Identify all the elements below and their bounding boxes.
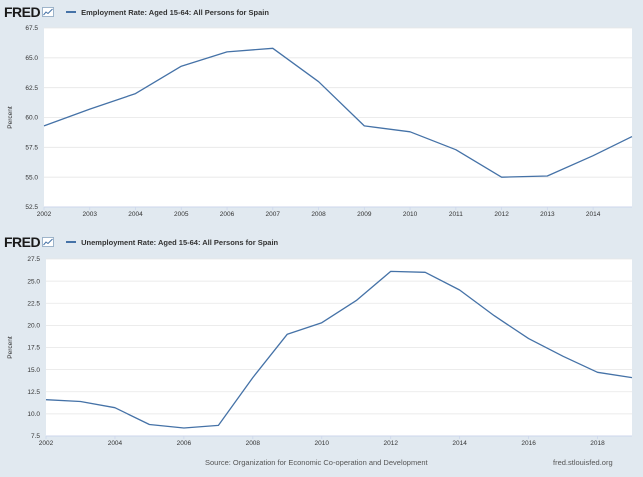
x-tick-label: 2013 — [540, 211, 555, 218]
x-tick-label: 2004 — [128, 211, 143, 218]
legend-label: Employment Rate: Aged 15-64: All Persons… — [81, 7, 269, 17]
y-tick-label: 67.5 — [25, 25, 38, 32]
chart-header: FRED Unemployment Rate: Aged 15-64: All … — [4, 234, 278, 250]
fred-logo-text: FRED — [4, 4, 41, 20]
y-tick-label: 25.0 — [27, 278, 40, 285]
x-tick-label: 2014 — [586, 211, 601, 218]
x-tick-label: 2016 — [521, 440, 536, 447]
y-tick-label: 57.5 — [25, 145, 38, 152]
x-tick-label: 2008 — [311, 211, 326, 218]
y-tick-label: 20.0 — [27, 323, 40, 330]
site-credit[interactable]: fred.stlouisfed.org — [553, 458, 613, 467]
series-line — [43, 47, 633, 178]
y-tick-label: 65.0 — [25, 55, 38, 62]
y-tick-label: 15.0 — [27, 367, 40, 374]
x-tick-label: 2002 — [39, 440, 54, 447]
y-tick-label: 17.5 — [27, 345, 40, 352]
fred-logo-text: FRED — [4, 234, 41, 250]
source-credit: Source: Organization for Economic Co-ope… — [205, 458, 428, 467]
x-tick-label: 2018 — [590, 440, 605, 447]
employment-rate-chart: 52.5 55.0 57.5 60.0 62.5 65.0 67.5 2002 2003 2004… — [7, 25, 633, 218]
x-tick-label: 2004 — [108, 440, 123, 447]
legend-label: Unemployment Rate: Aged 15-64: All Perso… — [81, 237, 279, 247]
x-tick-label: 2006 — [220, 211, 235, 218]
y-tick-label: 60.0 — [25, 115, 38, 122]
y-tick-label: 10.0 — [27, 411, 40, 418]
series-line — [45, 270, 633, 429]
unemployment-rate-chart: 7.5 10.0 12.5 15.0 17.5 20.0 22.5 25.0 27.5 2002 2… — [7, 256, 633, 447]
x-tick-label: 2010 — [403, 211, 418, 218]
y-tick-label: 62.5 — [25, 85, 38, 92]
y-tick-label: 7.5 — [31, 433, 40, 440]
y-tick-label: 27.5 — [27, 256, 40, 263]
x-tick-label: 2012 — [383, 440, 398, 447]
employment-chart-panel: FRED Employment Rate: Aged 15-64: All Pe… — [0, 0, 643, 232]
fred-chart-icon — [42, 7, 55, 17]
y-axis-title: Percent — [7, 106, 14, 129]
legend-item[interactable]: Employment Rate: Aged 15-64: All Persons… — [66, 8, 269, 17]
x-tick-label: 2009 — [357, 211, 372, 218]
x-tick-label: 2007 — [266, 211, 281, 218]
x-tick-label: 2003 — [83, 211, 98, 218]
legend-item[interactable]: Unemployment Rate: Aged 15-64: All Perso… — [66, 238, 278, 247]
y-tick-label: 22.5 — [27, 300, 40, 307]
chart-header: FRED Employment Rate: Aged 15-64: All Pe… — [4, 4, 269, 20]
legend-swatch — [66, 11, 77, 13]
fred-logo[interactable]: FRED — [4, 4, 55, 20]
fred-chart-icon — [42, 237, 55, 247]
y-tick-label: 52.5 — [25, 204, 38, 211]
x-tick-label: 2008 — [246, 440, 261, 447]
x-tick-label: 2012 — [494, 211, 509, 218]
y-tick-label: 12.5 — [27, 389, 40, 396]
fred-logo[interactable]: FRED — [4, 234, 55, 250]
y-tick-label: 55.0 — [25, 174, 38, 181]
legend-swatch — [66, 241, 77, 243]
x-tick-label: 2002 — [37, 211, 52, 218]
y-axis-title: Percent — [7, 336, 14, 359]
x-tick-label: 2011 — [449, 211, 463, 218]
unemployment-chart-panel: FRED Unemployment Rate: Aged 15-64: All … — [0, 232, 643, 477]
x-tick-label: 2005 — [174, 211, 189, 218]
x-tick-label: 2006 — [177, 440, 192, 447]
x-tick-label: 2010 — [315, 440, 330, 447]
x-tick-label: 2014 — [452, 440, 467, 447]
